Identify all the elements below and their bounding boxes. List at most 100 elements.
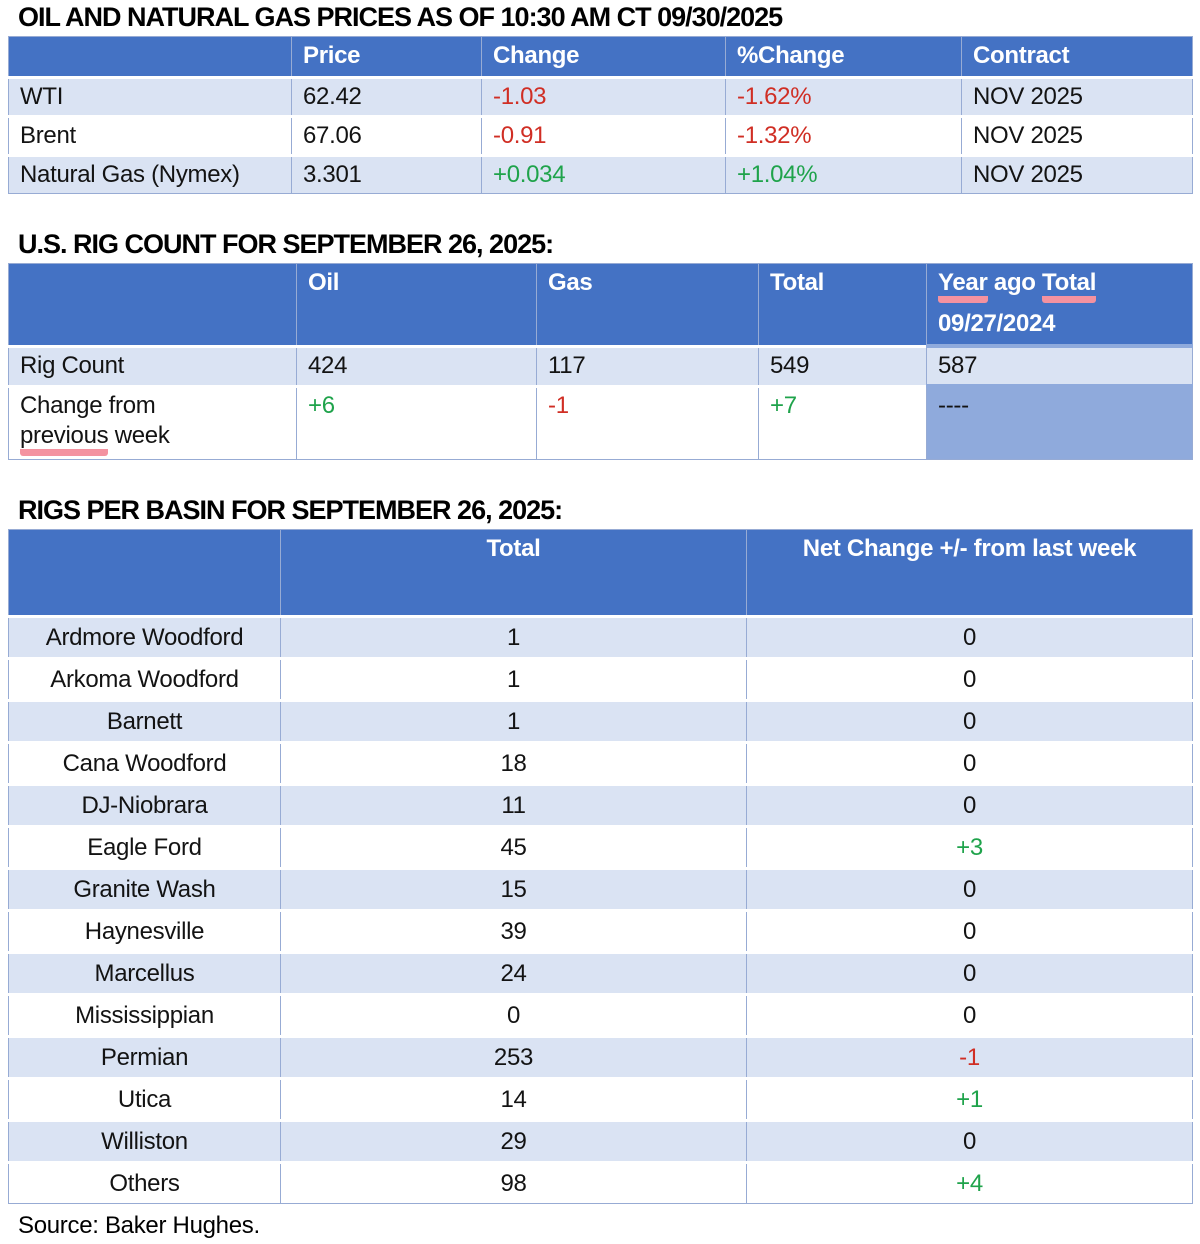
pct-change-value: -1.62%: [725, 76, 962, 119]
basin-net-change: 0: [746, 1118, 1193, 1164]
ago-word: ago: [987, 269, 1043, 297]
table-row-brent: Brent 67.06 -0.91 -1.32% NOV 2025: [8, 115, 1193, 158]
table-row-basin: Granite Wash 15 0: [8, 866, 1193, 912]
table-row-basin: Barnett 1 0: [8, 698, 1193, 744]
basin-name: Utica: [8, 1076, 281, 1122]
basin-name: Permian: [8, 1034, 281, 1080]
total-rig-change: +7: [758, 384, 927, 460]
prices-header-blank: [8, 36, 292, 80]
prices-section-title: OIL AND NATURAL GAS PRICES AS OF 10:30 A…: [18, 2, 783, 32]
table-row-basin: Williston 29 0: [8, 1118, 1193, 1164]
basin-name: Barnett: [8, 698, 281, 744]
pct-change-value: -1.32%: [725, 115, 962, 158]
change-value: +0.034: [481, 154, 726, 195]
table-row-natural-gas: Natural Gas (Nymex) 3.301 +0.034 +1.04% …: [8, 154, 1193, 195]
table-row-basin: Others 98 +4: [8, 1160, 1193, 1204]
change-from-label-line2: previous week: [20, 421, 285, 456]
basin-net-change: 0: [746, 908, 1193, 954]
basin-net-change: +3: [746, 824, 1193, 870]
rig-count-header-oil: Oil: [296, 263, 537, 348]
basin-total: 253: [280, 1034, 747, 1080]
table-row-basin: Haynesville 39 0: [8, 908, 1193, 954]
basin-name: Others: [8, 1160, 281, 1204]
change-value: -0.91: [481, 115, 726, 158]
table-row-basin: DJ-Niobrara 11 0: [8, 782, 1193, 828]
previous-word-underlined: previous: [20, 423, 109, 456]
rig-count-header-blank: [8, 263, 297, 348]
prices-header-change: Change: [481, 36, 726, 80]
rigs-per-basin-table: Total Net Change +/- from last week Ardm…: [8, 528, 1193, 1204]
oil-rig-change: +6: [296, 384, 537, 460]
basin-net-change: 0: [746, 740, 1193, 786]
year-ago-date: 09/27/2024: [938, 310, 1056, 338]
total-rig-count: 549: [758, 344, 927, 388]
week-word: week: [108, 421, 170, 449]
basin-net-change: 0: [746, 698, 1193, 744]
commodity-name: WTI: [8, 76, 292, 119]
basin-net-change: 0: [746, 950, 1193, 996]
commodity-name: Brent: [8, 115, 292, 158]
basins-header-net-change: Net Change +/- from last week: [746, 528, 1193, 618]
basin-total: 15: [280, 866, 747, 912]
contract-value: NOV 2025: [961, 115, 1193, 158]
table-row-basin: Arkoma Woodford 1 0: [8, 656, 1193, 702]
rig-count-header-total: Total: [758, 263, 927, 348]
basin-total: 14: [280, 1076, 747, 1122]
rig-count-section-title: U.S. RIG COUNT FOR SEPTEMBER 26, 2025:: [18, 229, 554, 260]
table-row-wti: WTI 62.42 -1.03 -1.62% NOV 2025: [8, 76, 1193, 119]
pct-change-value: +1.04%: [725, 154, 962, 195]
basin-net-change: 0: [746, 614, 1193, 660]
basin-net-change: 0: [746, 782, 1193, 828]
basin-total: 18: [280, 740, 747, 786]
change-value: -1.03: [481, 76, 726, 119]
table-row-basin: Ardmore Woodford 1 0: [8, 614, 1193, 660]
rig-count-header-year-ago: Year ago Total 09/27/2024: [926, 263, 1193, 348]
table-row-basin: Eagle Ford 45 +3: [8, 824, 1193, 870]
table-row-basin: Cana Woodford 18 0: [8, 740, 1193, 786]
contract-value: NOV 2025: [961, 76, 1193, 119]
price-value: 67.06: [291, 115, 482, 158]
basin-name: Eagle Ford: [8, 824, 281, 870]
basin-name: Marcellus: [8, 950, 281, 996]
basin-total: 98: [280, 1160, 747, 1204]
basin-total: 1: [280, 698, 747, 744]
basin-net-change: 0: [746, 992, 1193, 1038]
year-ago-rig-count: 587: [926, 344, 1193, 389]
basin-net-change: +4: [746, 1160, 1193, 1204]
price-value: 3.301: [291, 154, 482, 195]
gas-rig-change: -1: [536, 384, 759, 460]
contract-value: NOV 2025: [961, 154, 1193, 195]
oil-rig-count: 424: [296, 344, 537, 388]
basin-name: Granite Wash: [8, 866, 281, 912]
table-row-basin: Utica 14 +1: [8, 1076, 1193, 1122]
basin-total: 29: [280, 1118, 747, 1164]
basin-name: Williston: [8, 1118, 281, 1164]
prices-header-price: Price: [291, 36, 482, 80]
basin-name: Ardmore Woodford: [8, 614, 281, 660]
rig-count-header-row: Oil Gas Total Year ago Total 09/27/2024: [8, 263, 1193, 348]
row-label: Change from previous week: [8, 384, 297, 460]
basin-net-change: 0: [746, 656, 1193, 702]
change-from-label-line1: Change from: [20, 391, 156, 419]
basin-net-change: +1: [746, 1076, 1193, 1122]
price-value: 62.42: [291, 76, 482, 119]
basin-net-change: 0: [746, 866, 1193, 912]
table-row-rig-count: Rig Count 424 117 549 587: [8, 344, 1193, 389]
gas-rig-count: 117: [536, 344, 759, 388]
commodity-name: Natural Gas (Nymex): [8, 154, 292, 195]
rig-count-header-gas: Gas: [536, 263, 759, 348]
basin-name: Mississippian: [8, 992, 281, 1038]
year-ago-rig-change: ----: [926, 384, 1193, 460]
table-row-basin: Mississippian 0 0: [8, 992, 1193, 1038]
basin-name: DJ-Niobrara: [8, 782, 281, 828]
year-word-underlined: Year: [938, 271, 988, 304]
basin-name: Arkoma Woodford: [8, 656, 281, 702]
total-word-underlined: Total: [1042, 271, 1096, 304]
table-row-basin: Permian 253 -1: [8, 1034, 1193, 1080]
prices-header-contract: Contract: [961, 36, 1193, 80]
basins-header-row: Total Net Change +/- from last week: [8, 528, 1193, 618]
basin-total: 0: [280, 992, 747, 1038]
basin-total: 1: [280, 614, 747, 660]
table-row-change-from-previous-week: Change from previous week +6 -1 +7 ----: [8, 384, 1193, 460]
